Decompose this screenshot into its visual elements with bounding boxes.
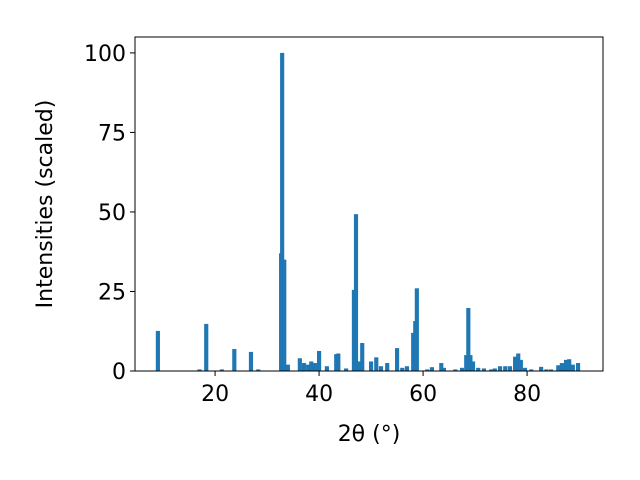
bar <box>556 365 561 371</box>
bar <box>285 364 290 371</box>
bar <box>497 366 503 371</box>
bar <box>513 356 518 371</box>
bar <box>309 361 314 371</box>
bar <box>575 363 581 371</box>
bar <box>297 358 302 371</box>
bar <box>522 367 528 371</box>
bar <box>301 363 307 371</box>
bar <box>441 367 446 371</box>
x-tick-label: 20 <box>201 382 229 407</box>
bar <box>357 361 362 371</box>
bar <box>548 369 554 371</box>
bar <box>468 355 473 371</box>
bar <box>516 353 521 371</box>
bar <box>425 369 430 371</box>
bar <box>324 366 329 371</box>
bar <box>256 369 261 371</box>
bar <box>476 367 481 371</box>
bar <box>280 52 285 372</box>
bar <box>219 369 224 371</box>
bar <box>429 367 434 371</box>
bar <box>374 357 379 371</box>
bar <box>312 363 317 371</box>
bar <box>378 366 384 371</box>
bar <box>336 353 341 371</box>
bar <box>481 368 486 371</box>
bar <box>539 366 544 371</box>
bar <box>414 288 419 371</box>
bar <box>353 214 359 371</box>
bar <box>395 348 400 371</box>
bar <box>385 363 390 371</box>
bar <box>344 368 349 371</box>
bar <box>204 323 209 371</box>
bar <box>570 364 575 371</box>
x-tick-label: 40 <box>305 382 333 407</box>
y-tick-label: 50 <box>98 201 126 226</box>
bar <box>453 369 458 371</box>
bar <box>197 369 202 371</box>
bar <box>470 361 476 371</box>
bar <box>567 359 572 371</box>
bar <box>518 359 523 371</box>
bar <box>351 289 356 371</box>
bar <box>466 308 471 371</box>
bar <box>360 343 365 371</box>
bar <box>317 350 322 371</box>
bar <box>489 369 494 371</box>
plot-frame <box>134 36 604 372</box>
x-tick-label: 60 <box>409 382 437 407</box>
bar <box>155 330 160 371</box>
bar <box>507 366 512 371</box>
bar <box>404 366 410 371</box>
y-axis-label: Intensities (scaled) <box>33 100 58 309</box>
bar <box>503 366 508 371</box>
bar <box>544 369 549 371</box>
bar <box>369 361 374 371</box>
bar <box>248 351 254 371</box>
bar <box>564 359 569 371</box>
bar <box>306 364 311 371</box>
bar <box>400 367 405 371</box>
bar <box>492 368 497 371</box>
bar <box>282 259 287 371</box>
y-tick-label: 75 <box>98 121 126 146</box>
x-axis-label: 2θ (°) <box>338 422 401 447</box>
x-tick-label: 80 <box>513 382 541 407</box>
bar <box>439 363 444 371</box>
y-tick-label: 25 <box>98 280 126 305</box>
y-tick-label: 0 <box>112 360 126 385</box>
bar <box>460 367 465 371</box>
bar <box>559 363 564 371</box>
y-tick-label: 100 <box>84 42 126 67</box>
bar <box>232 349 237 371</box>
bar <box>529 369 534 371</box>
